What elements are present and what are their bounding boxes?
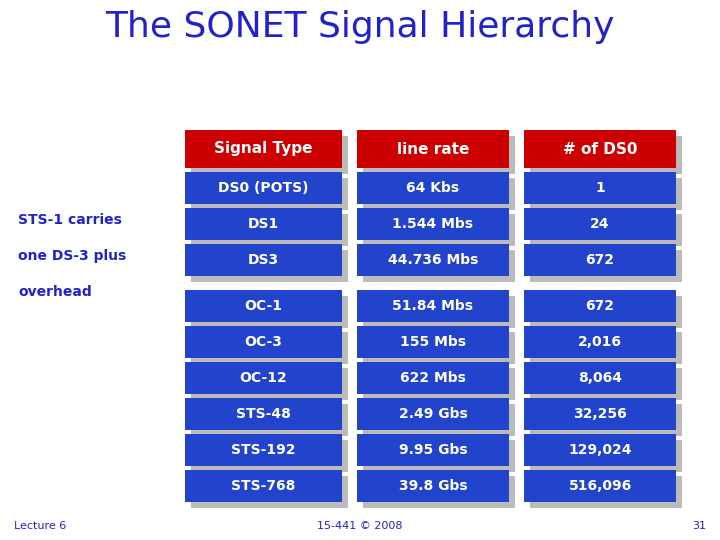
FancyBboxPatch shape: [191, 178, 348, 210]
Text: DS0 (POTS): DS0 (POTS): [218, 181, 309, 195]
FancyBboxPatch shape: [530, 440, 682, 472]
Text: 129,024: 129,024: [568, 443, 631, 457]
Text: 2,016: 2,016: [578, 335, 622, 349]
FancyBboxPatch shape: [357, 362, 509, 394]
Text: overhead: overhead: [18, 285, 91, 299]
FancyBboxPatch shape: [363, 178, 515, 210]
FancyBboxPatch shape: [191, 250, 348, 282]
FancyBboxPatch shape: [357, 244, 509, 276]
FancyBboxPatch shape: [363, 214, 515, 246]
FancyBboxPatch shape: [524, 398, 676, 430]
FancyBboxPatch shape: [363, 332, 515, 364]
FancyBboxPatch shape: [524, 130, 676, 168]
FancyBboxPatch shape: [185, 362, 342, 394]
FancyBboxPatch shape: [185, 208, 342, 240]
FancyBboxPatch shape: [530, 476, 682, 508]
Text: 32,256: 32,256: [573, 407, 627, 421]
Text: DS3: DS3: [248, 253, 279, 267]
FancyBboxPatch shape: [357, 326, 509, 358]
FancyBboxPatch shape: [191, 332, 348, 364]
Text: 39.8 Gbs: 39.8 Gbs: [399, 479, 467, 493]
FancyBboxPatch shape: [185, 244, 342, 276]
FancyBboxPatch shape: [357, 398, 509, 430]
FancyBboxPatch shape: [363, 250, 515, 282]
FancyBboxPatch shape: [357, 208, 509, 240]
FancyBboxPatch shape: [524, 326, 676, 358]
FancyBboxPatch shape: [191, 440, 348, 472]
Text: STS-192: STS-192: [231, 443, 296, 457]
FancyBboxPatch shape: [530, 136, 682, 174]
Text: 516,096: 516,096: [568, 479, 631, 493]
Text: 51.84 Mbs: 51.84 Mbs: [392, 299, 474, 313]
FancyBboxPatch shape: [530, 404, 682, 436]
FancyBboxPatch shape: [191, 136, 348, 174]
FancyBboxPatch shape: [191, 476, 348, 508]
FancyBboxPatch shape: [363, 440, 515, 472]
Text: 31: 31: [692, 521, 706, 531]
Text: 8,064: 8,064: [578, 371, 622, 385]
FancyBboxPatch shape: [363, 296, 515, 328]
Text: Lecture 6: Lecture 6: [14, 521, 66, 531]
Text: 1.544 Mbs: 1.544 Mbs: [392, 217, 474, 231]
FancyBboxPatch shape: [530, 178, 682, 210]
FancyBboxPatch shape: [185, 470, 342, 502]
FancyBboxPatch shape: [357, 172, 509, 204]
Text: STS-48: STS-48: [236, 407, 291, 421]
Text: 672: 672: [585, 299, 614, 313]
FancyBboxPatch shape: [524, 470, 676, 502]
FancyBboxPatch shape: [530, 250, 682, 282]
FancyBboxPatch shape: [357, 434, 509, 466]
Text: STS-768: STS-768: [231, 479, 296, 493]
FancyBboxPatch shape: [530, 296, 682, 328]
FancyBboxPatch shape: [185, 172, 342, 204]
FancyBboxPatch shape: [185, 130, 342, 168]
Text: 24: 24: [590, 217, 610, 231]
FancyBboxPatch shape: [363, 476, 515, 508]
FancyBboxPatch shape: [530, 368, 682, 400]
FancyBboxPatch shape: [530, 332, 682, 364]
FancyBboxPatch shape: [191, 214, 348, 246]
Text: Signal Type: Signal Type: [215, 141, 312, 157]
FancyBboxPatch shape: [363, 136, 515, 174]
FancyBboxPatch shape: [357, 470, 509, 502]
Text: OC-12: OC-12: [240, 371, 287, 385]
FancyBboxPatch shape: [191, 296, 348, 328]
FancyBboxPatch shape: [524, 290, 676, 322]
Text: OC-3: OC-3: [245, 335, 282, 349]
Text: 1: 1: [595, 181, 605, 195]
FancyBboxPatch shape: [185, 434, 342, 466]
Text: 155 Mbs: 155 Mbs: [400, 335, 466, 349]
FancyBboxPatch shape: [357, 290, 509, 322]
Text: STS-1 carries: STS-1 carries: [18, 213, 122, 227]
FancyBboxPatch shape: [363, 368, 515, 400]
Text: 15-441 © 2008: 15-441 © 2008: [318, 521, 402, 531]
Text: 9.95 Gbs: 9.95 Gbs: [399, 443, 467, 457]
FancyBboxPatch shape: [185, 398, 342, 430]
Text: one DS-3 plus: one DS-3 plus: [18, 249, 126, 263]
FancyBboxPatch shape: [191, 368, 348, 400]
Text: 622 Mbs: 622 Mbs: [400, 371, 466, 385]
Text: OC-1: OC-1: [245, 299, 282, 313]
FancyBboxPatch shape: [524, 208, 676, 240]
FancyBboxPatch shape: [185, 290, 342, 322]
FancyBboxPatch shape: [357, 130, 509, 168]
FancyBboxPatch shape: [524, 434, 676, 466]
FancyBboxPatch shape: [530, 214, 682, 246]
Text: 672: 672: [585, 253, 614, 267]
FancyBboxPatch shape: [363, 404, 515, 436]
Text: DS1: DS1: [248, 217, 279, 231]
FancyBboxPatch shape: [185, 326, 342, 358]
FancyBboxPatch shape: [191, 404, 348, 436]
Text: 2.49 Gbs: 2.49 Gbs: [399, 407, 467, 421]
FancyBboxPatch shape: [524, 244, 676, 276]
Text: line rate: line rate: [397, 141, 469, 157]
Text: 44.736 Mbs: 44.736 Mbs: [388, 253, 478, 267]
FancyBboxPatch shape: [524, 362, 676, 394]
Text: The SONET Signal Hierarchy: The SONET Signal Hierarchy: [105, 10, 615, 44]
Text: # of DS0: # of DS0: [563, 141, 637, 157]
FancyBboxPatch shape: [524, 172, 676, 204]
Text: 64 Kbs: 64 Kbs: [406, 181, 459, 195]
